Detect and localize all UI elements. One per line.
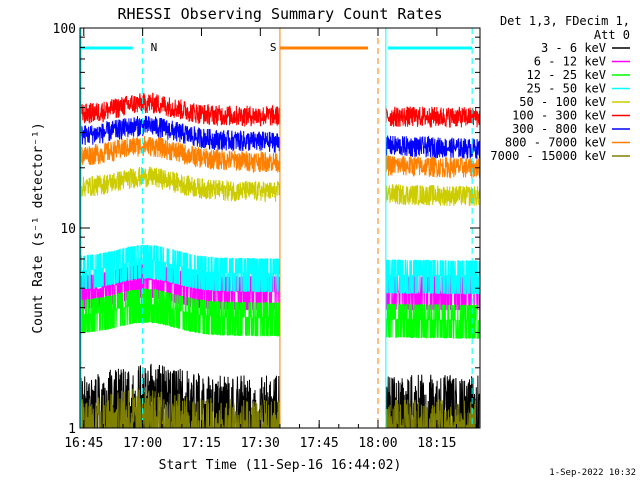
annotation-label-n: N xyxy=(151,41,158,54)
series-5-segment-1 xyxy=(385,106,481,128)
x-tick-label-5: 18:00 xyxy=(358,436,397,451)
legend-title-line2: Att 0 xyxy=(594,28,630,42)
x-tick-label-6: 18:15 xyxy=(417,436,456,451)
x-tick-label-4: 17:45 xyxy=(300,436,339,451)
x-tick-label-2: 17:15 xyxy=(182,436,221,451)
legend-label-3: 25 - 50 keV xyxy=(527,82,606,96)
series-3-segment-0 xyxy=(79,244,280,293)
series-3-segment-1 xyxy=(385,259,481,295)
series-4-line xyxy=(79,166,481,207)
legend-title-line1: Det 1,3, FDecim 1, xyxy=(500,14,630,28)
legend-label-5: 100 - 300 keV xyxy=(512,109,606,123)
series-6-segment-1 xyxy=(385,135,481,160)
y-tick-label-1: 10 xyxy=(60,222,76,237)
timestamp: 1-Sep-2022 10:32 xyxy=(549,468,636,478)
legend-label-7: 800 - 7000 keV xyxy=(505,136,606,150)
series-2-segment-1 xyxy=(385,303,481,339)
series-7-segment-1 xyxy=(385,155,481,179)
chart-title: RHESSI Observing Summary Count Rates xyxy=(117,5,442,23)
series-2-segment-0 xyxy=(79,288,281,337)
series-2-line xyxy=(79,288,481,339)
series-5-segment-0 xyxy=(79,92,281,127)
y-tick-label-2: 100 xyxy=(53,22,76,37)
legend-label-0: 3 - 6 keV xyxy=(541,41,606,55)
series-7-line xyxy=(79,136,481,179)
legend-label-2: 12 - 25 keV xyxy=(527,68,606,82)
series-4-segment-1 xyxy=(385,184,481,207)
series-6-line xyxy=(79,115,481,160)
x-tick-label-1: 17:00 xyxy=(123,436,162,451)
series-8-segment-0 xyxy=(80,386,281,429)
y-axis-label: Count Rate (s⁻¹ detector⁻¹) xyxy=(31,122,46,333)
y-tick-label-0: 1 xyxy=(68,422,76,437)
legend-label-4: 50 - 100 keV xyxy=(519,95,606,109)
x-axis-label: Start Time (11-Sep-16 16:44:02) xyxy=(159,458,402,473)
series-4-segment-0 xyxy=(79,166,281,203)
annotation-label-s: S xyxy=(270,41,277,54)
x-tick-label-3: 17:30 xyxy=(241,436,280,451)
series-3-line xyxy=(79,244,481,295)
legend-label-8: 7000 - 15000 keV xyxy=(490,149,606,163)
legend-label-1: 6 - 12 keV xyxy=(534,55,606,69)
series-5-line xyxy=(79,92,481,128)
x-tick-label-0: 16:45 xyxy=(64,436,103,451)
legend-label-6: 300 - 800 keV xyxy=(512,122,606,136)
series-6-segment-0 xyxy=(79,115,281,153)
series-7-segment-0 xyxy=(79,136,281,174)
